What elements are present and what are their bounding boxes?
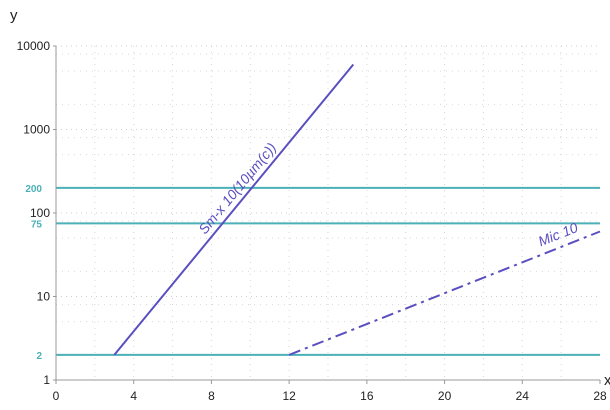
x-tick-label: 4 [130,389,137,403]
reference-label-75: 75 [31,219,43,230]
reference-label-2: 2 [36,351,42,362]
reference-label-200: 200 [25,184,42,195]
series-line-2 [288,230,601,356]
y-tick-label: 10000 [17,39,51,53]
x-tick-label: 16 [360,389,374,403]
x-tick-label: 20 [438,389,452,403]
x-axis-title: x [604,372,610,389]
reference-lines: 200 75 2 [25,184,600,362]
y-tick-label: 1000 [23,123,50,137]
y-tick-label: 1 [43,373,50,387]
x-tick-label: 28 [593,389,607,403]
y-tick-label: 100 [30,206,50,220]
x-tick-label: 0 [53,389,60,403]
x-tick-label: 24 [516,389,530,403]
y-tick-label: 10 [37,290,51,304]
tick-labels: 0 4 8 12 16 20 24 28 1 10 100 1000 10000 [17,39,607,403]
series-line-1 [113,63,355,356]
x-tick-label: 8 [208,389,215,403]
x-tick-label: 12 [282,389,296,403]
series: Sm-x 10(10µm(c)) Mic 10 [113,63,601,356]
y-axis-title: y [10,7,18,24]
